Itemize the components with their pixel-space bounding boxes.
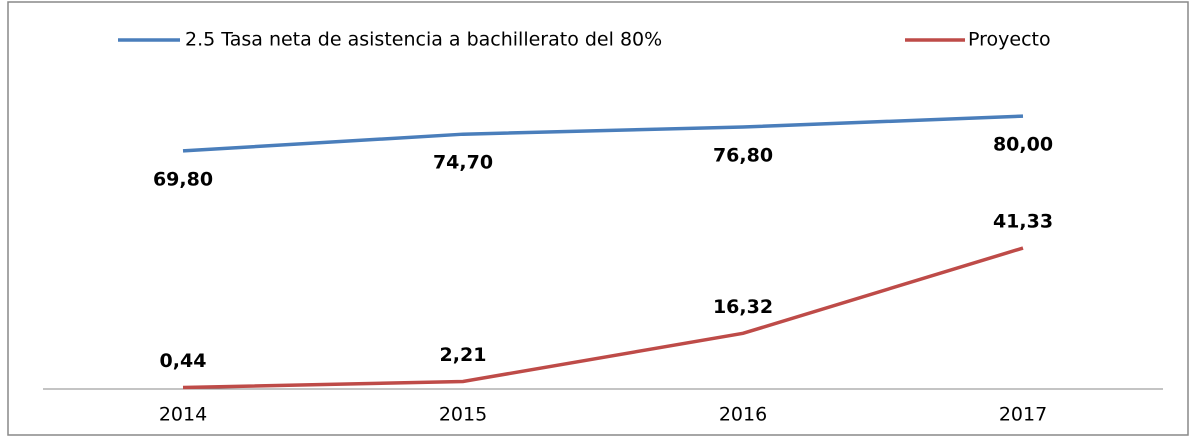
legend-label: 2.5 Tasa neta de asistencia a bachillera…	[185, 29, 662, 51]
data-label: 69,80	[153, 168, 213, 190]
x-tick-label: 2016	[719, 404, 767, 426]
x-tick-label: 2014	[159, 404, 207, 426]
series-line	[182, 246, 1024, 390]
data-label: 74,70	[433, 152, 493, 174]
legend-label: Proyecto	[968, 29, 1051, 51]
data-label: 41,33	[993, 211, 1053, 233]
data-label: 16,32	[713, 296, 773, 318]
chart-frame	[7, 1, 1189, 436]
data-label: 76,80	[713, 145, 773, 167]
data-label: 0,44	[160, 350, 207, 372]
data-label: 80,00	[993, 134, 1053, 156]
x-tick-label: 2017	[999, 404, 1047, 426]
x-tick-label: 2015	[439, 404, 487, 426]
data-label: 2,21	[440, 344, 487, 366]
series-line	[182, 114, 1024, 153]
